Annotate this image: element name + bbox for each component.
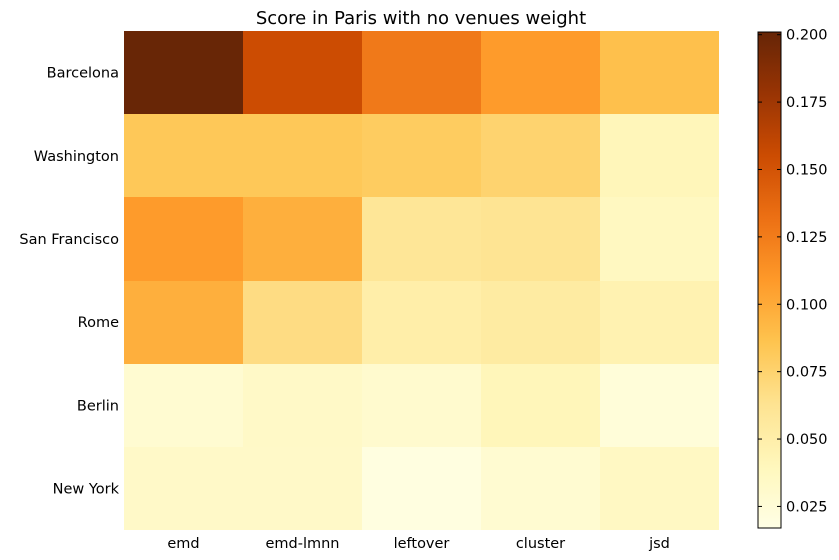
row-labels: Barcelona Washington San Francisco Rome Berl… [19,66,119,498]
colorbar-tick-label: 0.050 [786,432,828,448]
heatmap-cell [600,281,719,364]
heatmap-cell [362,114,481,197]
column-label: jsd [648,536,670,552]
colorbar-tick-label: 0.200 [786,28,828,44]
heatmap-cell [362,364,481,447]
heatmap-cell [243,31,362,114]
column-label: emd [167,536,199,552]
heatmap-cell [481,197,600,281]
heatmap-cell [481,447,600,530]
heatmap-cell [481,281,600,364]
heatmap-cell [481,31,600,114]
heatmap-cell [362,281,481,364]
column-label: cluster [516,536,565,552]
heatmap-cell [124,31,243,114]
heatmap-cell [243,197,362,281]
heatmap-cell [243,447,362,530]
heatmap-cell [124,281,243,364]
heatmap-cell [600,447,719,530]
heatmap-cell [243,114,362,197]
heatmap-cell [124,114,243,197]
row-label: Washington [34,149,119,165]
heatmap-cell [362,447,481,530]
colorbar-tick-label: 0.125 [786,230,828,246]
row-label: New York [53,481,120,497]
column-labels: emd emd-lmnn leftover cluster jsd [167,536,670,552]
row-label: Rome [78,315,119,331]
colorbar-tick-label: 0.100 [786,297,828,313]
heatmap-cell [600,197,719,281]
column-label: leftover [394,536,450,552]
row-label: Berlin [77,398,119,414]
heatmap-cell [362,31,481,114]
chart-title: Score in Paris with no venues weight [256,8,586,29]
heatmap-cell [243,364,362,447]
heatmap-cell [124,197,243,281]
row-label: Barcelona [47,66,119,82]
heatmap-cells [124,31,719,530]
colorbar-tick-label: 0.150 [786,162,828,178]
colorbar-tick-label: 0.175 [786,95,828,111]
colorbar-tick-label: 0.075 [786,365,828,381]
heatmap-cell [481,114,600,197]
column-label: emd-lmnn [265,536,339,552]
heatmap-cell [243,281,362,364]
heatmap-cell [124,447,243,530]
heatmap-cell [362,197,481,281]
heatmap-cell [600,364,719,447]
colorbar-gradient [757,31,782,529]
colorbar-tick-label: 0.025 [786,499,828,515]
row-label: San Francisco [19,232,119,248]
heatmap-cell [600,114,719,197]
heatmap-cell [600,31,719,114]
heatmap-cell [481,364,600,447]
colorbar: 0.025 0.050 0.075 0.100 0.125 0.150 0.175 0.200 [757,28,828,529]
heatmap-cell [124,364,243,447]
